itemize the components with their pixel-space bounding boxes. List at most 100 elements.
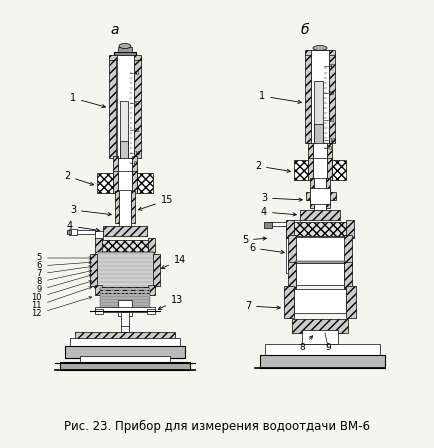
Text: 2: 2 [255,161,290,172]
Bar [306,192,336,200]
Text: 14: 14 [161,255,186,269]
Text: 5: 5 [242,235,266,245]
Bar [314,124,323,146]
Bar [148,238,155,252]
Text: 0: 0 [329,146,332,151]
Bar [305,53,311,143]
Bar [313,158,327,180]
Bar [148,285,155,295]
Bar [134,56,141,158]
Bar [288,262,296,290]
Bar [120,141,128,161]
Text: 15: 15 [138,195,173,210]
Bar [95,285,102,295]
Bar [120,101,128,161]
Text: 7: 7 [245,301,280,311]
Bar [308,158,313,180]
Bar [109,56,116,158]
Bar [60,362,190,370]
Bar [80,356,170,363]
Text: 11: 11 [32,287,92,310]
Bar [100,306,150,308]
Bar [103,226,147,236]
Text: 1: 1 [70,93,105,108]
Bar [305,50,335,55]
Bar [67,230,71,234]
Bar [121,326,129,332]
Bar [137,173,153,193]
Text: 20: 20 [329,117,335,122]
Bar [100,287,150,295]
Bar [327,143,332,163]
Bar [314,81,323,146]
Text: 30: 30 [329,90,335,95]
Bar [115,191,119,223]
Bar [100,288,150,290]
Bar [327,158,332,180]
Bar [100,297,150,299]
Bar [260,355,385,368]
Bar [344,262,352,290]
Bar [119,190,131,228]
Bar [264,222,272,228]
Bar [147,309,155,314]
Bar [95,231,103,239]
Text: 12: 12 [32,297,92,319]
Bar [300,210,340,220]
Bar [332,160,346,180]
Bar [100,291,150,293]
Bar [95,307,155,312]
Text: 8: 8 [299,336,312,353]
Text: 1: 1 [259,91,301,103]
Bar [344,235,352,265]
Text: 6: 6 [249,243,284,254]
Bar [109,55,141,60]
Bar [65,346,185,358]
Bar [265,344,380,356]
Bar [295,260,345,262]
Ellipse shape [119,43,131,48]
Bar [153,254,160,286]
Bar [117,55,134,163]
Bar [97,173,113,193]
Text: а: а [111,23,119,37]
Bar [326,178,330,208]
Text: 3: 3 [70,205,111,216]
Text: 0: 0 [134,160,137,165]
Bar [288,235,296,265]
Bar [294,160,308,180]
Bar [113,171,118,193]
Bar [75,332,175,340]
Text: Рис. 23. Прибор для измерения водоотдачи ВМ-6: Рис. 23. Прибор для измерения водоотдачи… [64,419,370,433]
Text: 10: 10 [329,138,335,142]
Bar [114,52,136,58]
Bar [294,237,346,263]
Text: 30: 30 [134,100,140,105]
Text: 8: 8 [36,270,92,287]
Bar [295,263,345,264]
Text: 10: 10 [32,280,92,302]
Bar [314,178,326,213]
Text: 40: 40 [134,70,140,76]
Bar [121,312,129,328]
Text: 2: 2 [64,171,93,185]
Text: 9: 9 [37,274,92,294]
Text: 3: 3 [261,193,302,203]
Polygon shape [92,252,158,290]
Bar [292,319,348,333]
Bar [286,220,294,238]
Bar [69,229,77,235]
Bar [70,338,180,348]
Bar [302,330,338,344]
Bar [310,188,330,204]
Bar [311,50,329,148]
Bar [296,263,344,285]
Text: 9: 9 [325,344,331,353]
Bar [284,286,294,318]
Bar [100,294,150,296]
Bar [270,222,292,226]
Bar [310,178,314,208]
Bar [95,309,103,314]
Text: 4: 4 [67,221,99,232]
Bar [308,143,313,163]
